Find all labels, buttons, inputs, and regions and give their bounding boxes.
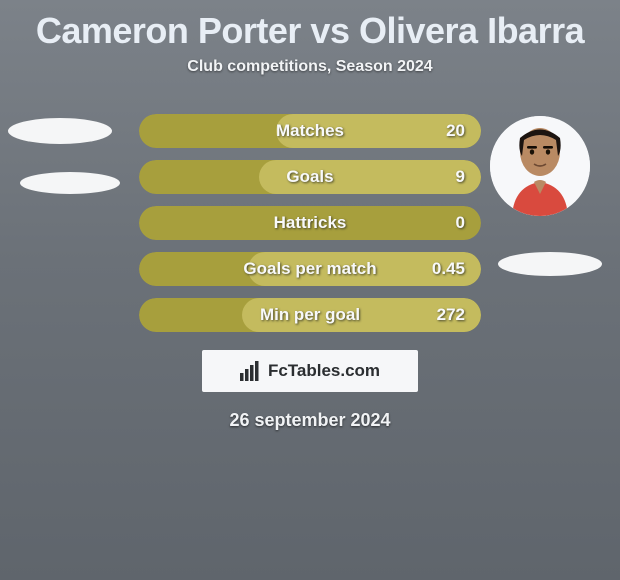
stat-row-hattricks: Hattricks 0 [139, 206, 481, 240]
watermark-text: FcTables.com [268, 361, 380, 381]
snapshot-date: 26 september 2024 [0, 410, 620, 431]
watermark-badge: FcTables.com [202, 350, 418, 392]
stat-value: 0 [456, 213, 465, 233]
stat-value: 9 [456, 167, 465, 187]
player-right-photo [490, 116, 590, 216]
stat-value: 272 [437, 305, 465, 325]
stat-value: 0.45 [432, 259, 465, 279]
stat-label: Hattricks [274, 213, 347, 233]
stat-row-goals-per-match: Goals per match 0.45 [139, 252, 481, 286]
player-left-name-placeholder [20, 172, 120, 194]
bar-chart-icon [240, 361, 262, 381]
comparison-title: Cameron Porter vs Olivera Ibarra [0, 0, 620, 58]
stat-bars: Matches 20 Goals 9 Hattricks 0 Goals per… [139, 96, 481, 332]
player-right-name-placeholder [498, 252, 602, 276]
comparison-subtitle: Club competitions, Season 2024 [0, 58, 620, 96]
comparison-body: Matches 20 Goals 9 Hattricks 0 Goals per… [0, 96, 620, 431]
stat-label: Matches [276, 121, 344, 141]
stat-value: 20 [446, 121, 465, 141]
stat-row-matches: Matches 20 [139, 114, 481, 148]
stat-row-min-per-goal: Min per goal 272 [139, 298, 481, 332]
stat-label: Goals [286, 167, 333, 187]
stat-label: Min per goal [260, 305, 360, 325]
stat-label: Goals per match [243, 259, 376, 279]
player-left-photo-placeholder [8, 118, 112, 144]
stat-row-goals: Goals 9 [139, 160, 481, 194]
